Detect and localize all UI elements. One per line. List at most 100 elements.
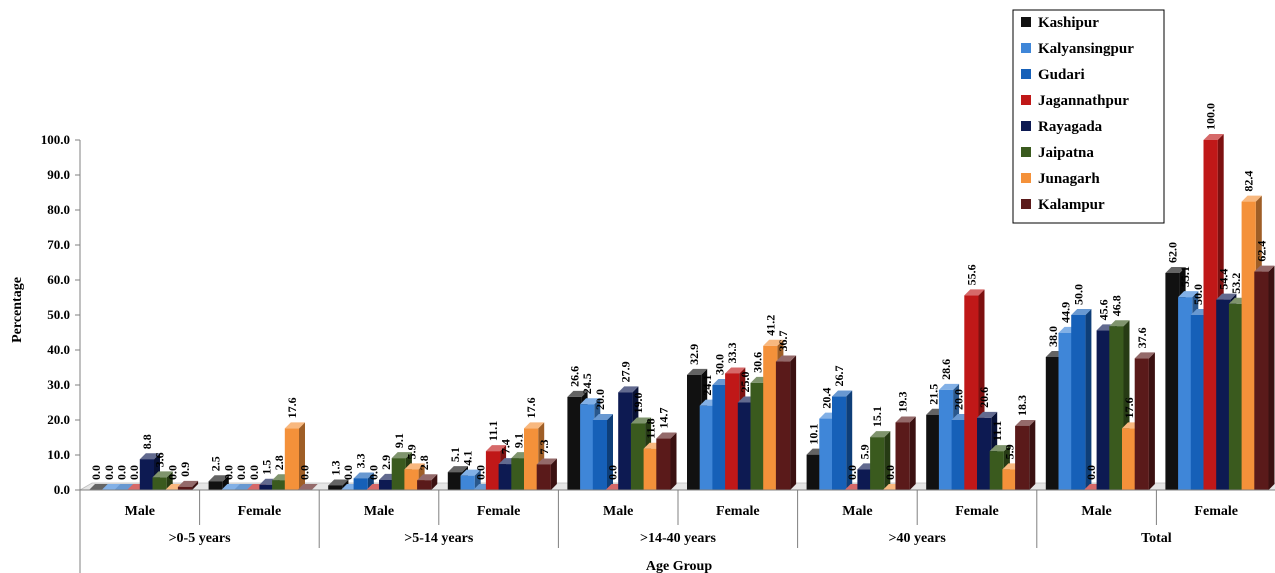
bar-side (1268, 265, 1275, 490)
value-label: 0.0 (89, 465, 103, 480)
bar-top (763, 339, 784, 346)
bar-top (687, 368, 708, 375)
value-label: 20.0 (593, 389, 607, 410)
value-label: 2.9 (379, 455, 393, 470)
bar-kalampur (775, 355, 797, 490)
bar-front (630, 423, 646, 490)
bar-series (89, 134, 1275, 490)
legend-label: Rayagada (1038, 119, 1103, 135)
value-label: 11.1 (486, 421, 500, 441)
bar-kashipur (208, 475, 229, 490)
bar-kalampur (536, 458, 557, 490)
bar-top (208, 475, 229, 482)
bar-side (670, 432, 677, 490)
bar-top (152, 471, 173, 478)
value-label: 1.3 (328, 460, 342, 475)
legend-label: Gudari (1038, 67, 1085, 83)
bar-front (391, 458, 406, 490)
bar-front (895, 422, 910, 490)
value-label: 3.6 (153, 452, 167, 467)
legend-label: Kashipur (1038, 15, 1099, 31)
bar-front (379, 479, 394, 490)
bar-front (139, 459, 154, 490)
bar-front (819, 418, 834, 490)
bar-side (1085, 309, 1092, 490)
bar-top (417, 474, 438, 481)
legend-label: Jaipatna (1038, 145, 1094, 161)
value-label: 19.3 (896, 391, 910, 412)
value-label: 2.5 (209, 456, 223, 471)
bar-front (977, 417, 992, 490)
value-label: 41.2 (763, 315, 777, 336)
bar-front (737, 402, 752, 490)
legend-item-kalyansingpur: Kalyansingpur (1021, 41, 1134, 57)
value-label: 26.7 (832, 366, 846, 387)
bar-front (1190, 315, 1205, 490)
bar-rayagada (139, 453, 160, 490)
legend-item-kalampur: Kalampur (1021, 197, 1105, 213)
bar-front (643, 448, 658, 490)
bar-front (536, 464, 551, 490)
bar-front (750, 382, 765, 490)
legend-item-junagarh: Junagarh (1021, 171, 1100, 187)
y-tick-label: 40.0 (47, 342, 70, 357)
bar-front (870, 437, 885, 490)
bar-front (1109, 326, 1124, 490)
value-label: 0.0 (883, 465, 897, 480)
value-label: 24.5 (580, 373, 594, 394)
group-label: >14-40 years (640, 531, 717, 546)
bar-front (763, 345, 778, 490)
value-label: 2.8 (417, 455, 431, 470)
legend-item-jaipatna: Jaipatna (1021, 145, 1094, 161)
bar-top (964, 289, 985, 296)
bar-front (725, 373, 740, 490)
legend-label: Jagannathpur (1038, 93, 1129, 109)
bar-front (1254, 271, 1269, 490)
bar-top (1203, 134, 1224, 140)
bar-front (687, 374, 702, 490)
value-label: 2.8 (272, 455, 286, 470)
value-label: 7.3 (537, 439, 551, 454)
value-label: 0.0 (247, 465, 261, 480)
value-label: 50.0 (1071, 284, 1085, 305)
value-label: 0.9 (178, 462, 192, 477)
value-label: 20.6 (977, 387, 991, 408)
bar-jaipatna (870, 431, 891, 490)
y-axis: 0.0 10.0 20.0 30.0 40.0 50.0 60.0 70.0 80.0 90.0 1… (41, 132, 81, 497)
bar-front (951, 420, 966, 490)
bar-kalampur (1254, 265, 1275, 490)
bar-front (404, 469, 419, 490)
legend-label: Junagarh (1038, 171, 1100, 187)
bar-top (1109, 320, 1130, 327)
value-label: 5.9 (405, 444, 419, 459)
category-label: Female (1194, 504, 1238, 519)
bar-top (536, 458, 557, 465)
value-label: 0.0 (221, 465, 235, 480)
bar-front (460, 475, 475, 490)
bar-top (1134, 352, 1155, 359)
bar-front (1216, 299, 1231, 490)
bar-top (618, 386, 639, 393)
y-tick-label: 100.0 (41, 132, 70, 147)
bar-front (618, 392, 633, 490)
bar-junagarh (284, 422, 305, 490)
value-label: 38.0 (1046, 326, 1060, 347)
legend-swatch (1021, 17, 1031, 27)
value-label: 20.0 (952, 389, 966, 410)
bar-side (550, 458, 557, 490)
bar-front (1015, 425, 1030, 490)
bar-front (712, 385, 727, 490)
bar-side (884, 431, 891, 490)
value-label: 0.0 (165, 465, 179, 480)
legend-swatch (1021, 199, 1031, 209)
value-label: 14.7 (656, 408, 670, 429)
bar-top (895, 416, 916, 423)
value-label: 5.9 (858, 444, 872, 459)
legend-swatch (1021, 69, 1031, 79)
bar-front (1228, 303, 1244, 490)
legend-label: Kalampur (1038, 197, 1105, 213)
group-label: >0-5 years (169, 531, 232, 546)
y-tick-label: 50.0 (47, 307, 70, 322)
bar-side (846, 390, 853, 490)
bar-front (284, 428, 299, 490)
